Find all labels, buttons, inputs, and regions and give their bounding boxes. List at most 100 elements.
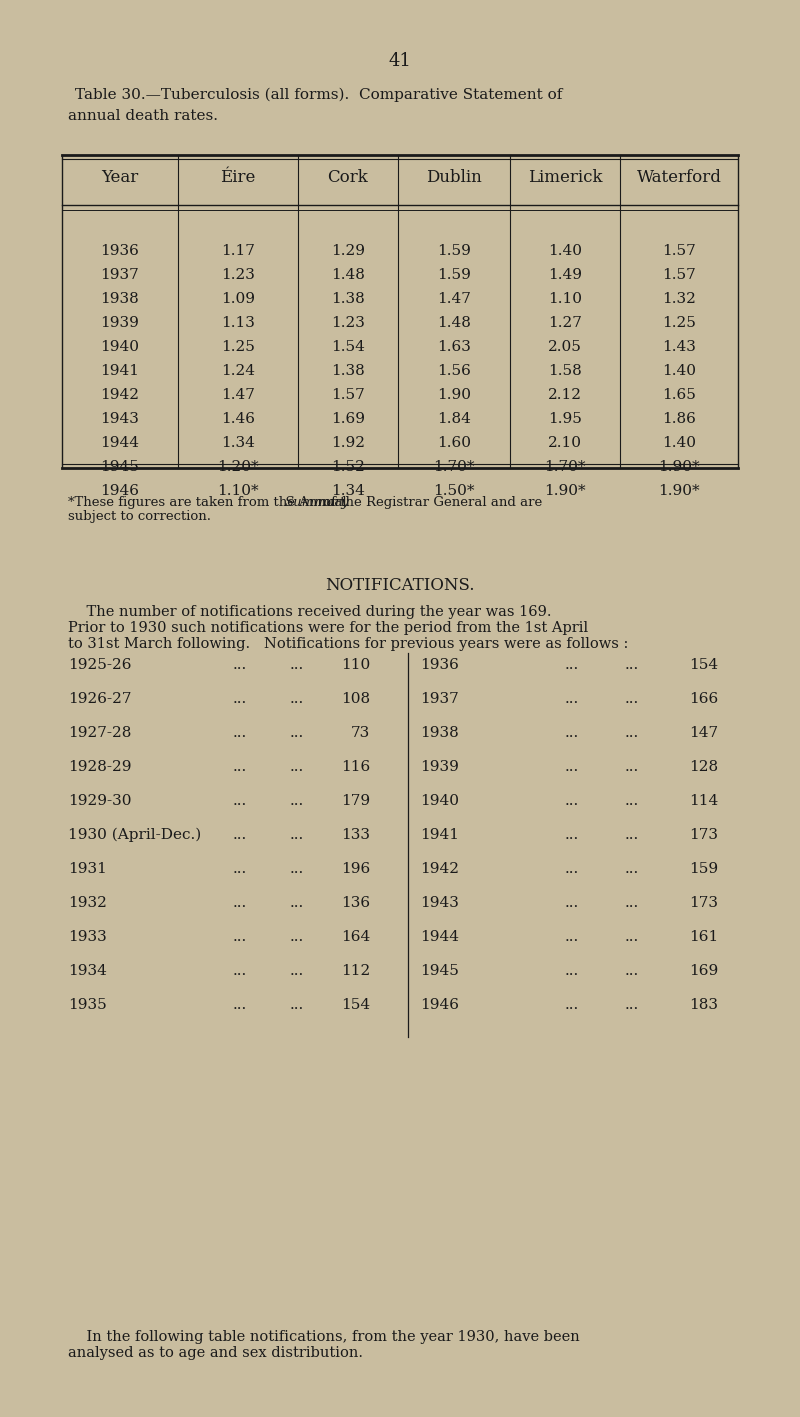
Text: ...: ... xyxy=(233,862,247,876)
Text: 133: 133 xyxy=(341,828,370,842)
Text: 1.27: 1.27 xyxy=(548,316,582,330)
Text: analysed as to age and sex distribution.: analysed as to age and sex distribution. xyxy=(68,1346,363,1360)
Text: 164: 164 xyxy=(341,930,370,944)
Text: annual death rates.: annual death rates. xyxy=(68,109,218,123)
Text: ...: ... xyxy=(625,828,639,842)
Text: 1.65: 1.65 xyxy=(662,388,696,402)
Text: 1.69: 1.69 xyxy=(331,412,365,427)
Text: 1.49: 1.49 xyxy=(548,268,582,282)
Text: ...: ... xyxy=(233,760,247,774)
Text: 1.90*: 1.90* xyxy=(658,485,700,497)
Text: 1.23: 1.23 xyxy=(221,268,255,282)
Text: ...: ... xyxy=(625,862,639,876)
Text: subject to correction.: subject to correction. xyxy=(68,510,211,523)
Text: 1946: 1946 xyxy=(101,485,139,497)
Text: 1943: 1943 xyxy=(420,896,459,910)
Text: 1.59: 1.59 xyxy=(437,244,471,258)
Text: 166: 166 xyxy=(689,691,718,706)
Text: 196: 196 xyxy=(341,862,370,876)
Text: 1.46: 1.46 xyxy=(221,412,255,427)
Text: 1931: 1931 xyxy=(68,862,107,876)
Text: ...: ... xyxy=(290,657,304,672)
Text: 154: 154 xyxy=(689,657,718,672)
Text: 1.29: 1.29 xyxy=(331,244,365,258)
Text: 1938: 1938 xyxy=(101,292,139,306)
Text: ...: ... xyxy=(233,964,247,978)
Text: 128: 128 xyxy=(689,760,718,774)
Text: 1942: 1942 xyxy=(420,862,459,876)
Text: ...: ... xyxy=(625,691,639,706)
Text: ...: ... xyxy=(625,726,639,740)
Text: 1945: 1945 xyxy=(101,461,139,475)
Text: 1944: 1944 xyxy=(420,930,459,944)
Text: 110: 110 xyxy=(341,657,370,672)
Text: 1.38: 1.38 xyxy=(331,292,365,306)
Text: 1937: 1937 xyxy=(101,268,139,282)
Text: 1.25: 1.25 xyxy=(221,340,255,354)
Text: 1.84: 1.84 xyxy=(437,412,471,427)
Text: 1935: 1935 xyxy=(68,998,106,1012)
Text: ...: ... xyxy=(625,930,639,944)
Text: 1.25: 1.25 xyxy=(662,316,696,330)
Text: 1.90*: 1.90* xyxy=(658,461,700,475)
Text: 1.32: 1.32 xyxy=(662,292,696,306)
Text: 1.90: 1.90 xyxy=(437,388,471,402)
Text: 1.43: 1.43 xyxy=(662,340,696,354)
Text: 1.50*: 1.50* xyxy=(434,485,474,497)
Text: Table 30.—Tuberculosis (all forms).  Comparative Statement of: Table 30.—Tuberculosis (all forms). Comp… xyxy=(75,88,562,102)
Text: 73: 73 xyxy=(350,726,370,740)
Text: 1930 (April-Dec.): 1930 (April-Dec.) xyxy=(68,828,202,842)
Text: ...: ... xyxy=(233,691,247,706)
Text: 2.05: 2.05 xyxy=(548,340,582,354)
Text: ...: ... xyxy=(233,726,247,740)
Text: ...: ... xyxy=(290,964,304,978)
Text: ...: ... xyxy=(565,726,579,740)
Text: ...: ... xyxy=(565,930,579,944)
Text: 1.57: 1.57 xyxy=(662,268,696,282)
Text: ...: ... xyxy=(625,998,639,1012)
Text: Prior to 1930 such notifications were for the period from the 1st April: Prior to 1930 such notifications were fo… xyxy=(68,621,588,635)
Text: ...: ... xyxy=(625,657,639,672)
Text: 1.58: 1.58 xyxy=(548,364,582,378)
Text: ...: ... xyxy=(565,998,579,1012)
Text: The number of notifications received during the year was 169.: The number of notifications received dur… xyxy=(68,605,551,619)
Text: ...: ... xyxy=(290,828,304,842)
Text: 1929-30: 1929-30 xyxy=(68,794,131,808)
Text: 1940: 1940 xyxy=(420,794,459,808)
Text: 116: 116 xyxy=(341,760,370,774)
Text: 154: 154 xyxy=(341,998,370,1012)
Text: 1.90*: 1.90* xyxy=(544,485,586,497)
Text: *These figures are taken from the Annual: *These figures are taken from the Annual xyxy=(68,496,351,509)
Text: to 31st March following.   Notifications for previous years were as follows :: to 31st March following. Notifications f… xyxy=(68,638,628,650)
Text: 1.10: 1.10 xyxy=(548,292,582,306)
Text: 1.70*: 1.70* xyxy=(544,461,586,475)
Text: 1.34: 1.34 xyxy=(331,485,365,497)
Text: 1.40: 1.40 xyxy=(662,436,696,451)
Text: 1.60: 1.60 xyxy=(437,436,471,451)
Text: 1942: 1942 xyxy=(101,388,139,402)
Text: 1.40: 1.40 xyxy=(548,244,582,258)
Text: 1.34: 1.34 xyxy=(221,436,255,451)
Text: 1927-28: 1927-28 xyxy=(68,726,131,740)
Text: ...: ... xyxy=(290,862,304,876)
Text: ...: ... xyxy=(625,964,639,978)
Text: 169: 169 xyxy=(689,964,718,978)
Text: 114: 114 xyxy=(689,794,718,808)
Text: ...: ... xyxy=(625,896,639,910)
Text: ...: ... xyxy=(565,828,579,842)
Text: 179: 179 xyxy=(341,794,370,808)
Text: Dublin: Dublin xyxy=(426,169,482,186)
Text: 1941: 1941 xyxy=(101,364,139,378)
Text: 1.56: 1.56 xyxy=(437,364,471,378)
Text: 1.38: 1.38 xyxy=(331,364,365,378)
Text: 1943: 1943 xyxy=(101,412,139,427)
Text: ...: ... xyxy=(233,828,247,842)
Text: 1.86: 1.86 xyxy=(662,412,696,427)
Text: 1.63: 1.63 xyxy=(437,340,471,354)
Text: ...: ... xyxy=(625,760,639,774)
Text: of the Registrar General and are: of the Registrar General and are xyxy=(318,496,542,509)
Text: ...: ... xyxy=(565,794,579,808)
Text: 1941: 1941 xyxy=(420,828,459,842)
Text: ...: ... xyxy=(290,760,304,774)
Text: 1925-26: 1925-26 xyxy=(68,657,131,672)
